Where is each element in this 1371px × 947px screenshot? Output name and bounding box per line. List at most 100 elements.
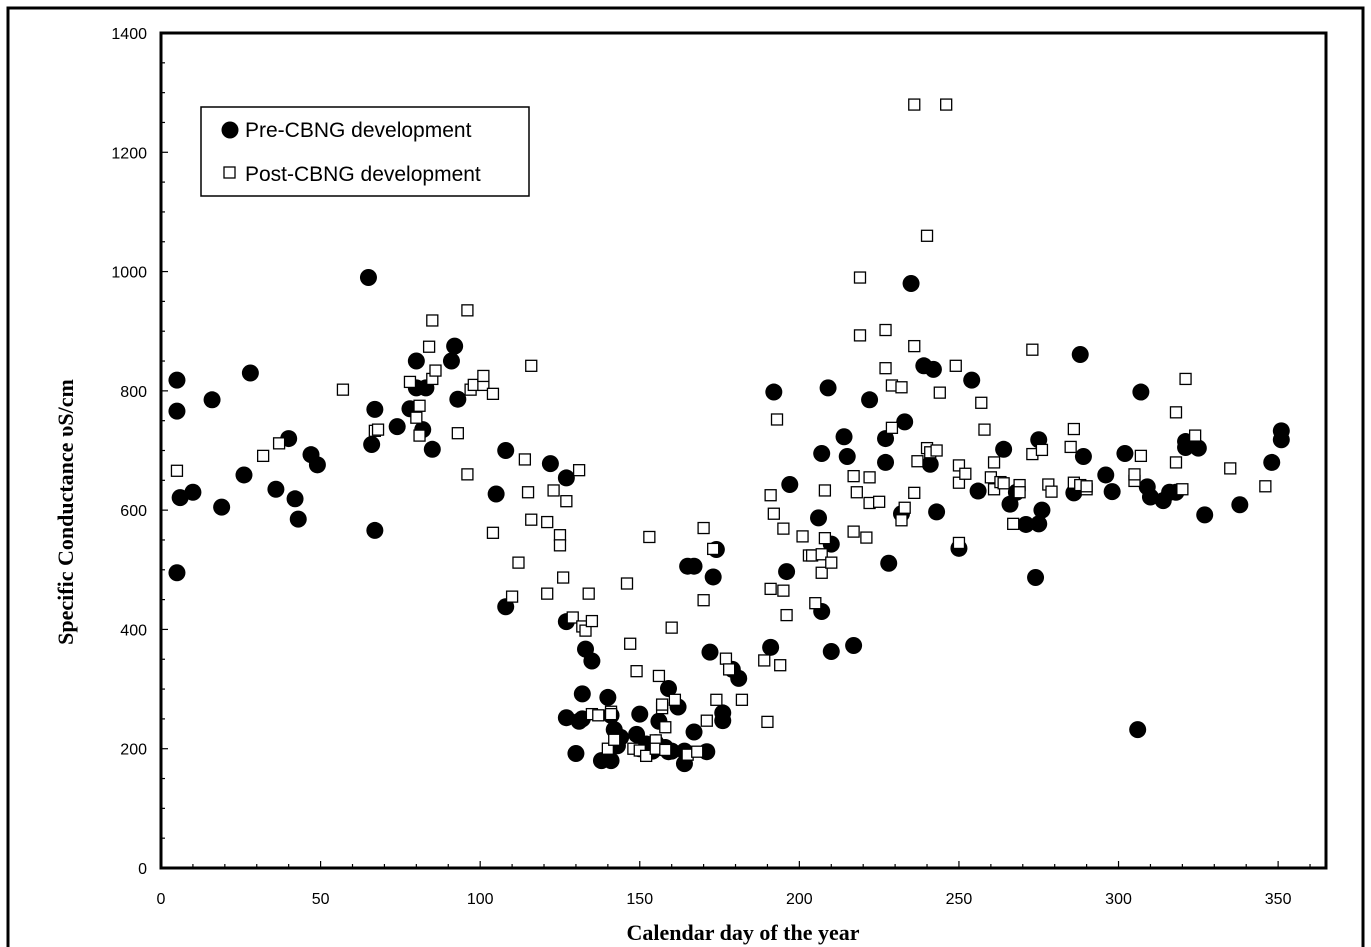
- data-point-post: [608, 733, 621, 746]
- data-point-pre: [1141, 488, 1159, 506]
- data-point-pre: [1177, 439, 1195, 457]
- data-point-post: [952, 536, 966, 550]
- data-point-post: [949, 359, 962, 372]
- series-pre-cbng: [168, 269, 1290, 773]
- data-point-post: [774, 659, 787, 672]
- data-point-pre: [928, 503, 946, 521]
- data-point-pre: [203, 391, 221, 409]
- data-point-pre: [762, 638, 780, 656]
- data-point-post: [885, 421, 899, 434]
- data-point-post: [764, 582, 777, 596]
- data-point-pre: [924, 360, 942, 378]
- data-point-pre: [921, 455, 939, 473]
- y-tick-label: 1400: [111, 26, 147, 43]
- data-point-post: [952, 459, 966, 472]
- data-point-pre: [813, 444, 831, 462]
- x-tick-label: 350: [1265, 891, 1292, 908]
- data-point-post: [1259, 480, 1272, 493]
- data-point-pre: [557, 469, 575, 487]
- data-point-post: [825, 556, 838, 569]
- data-point-post: [1188, 429, 1202, 442]
- data-point-post: [920, 229, 934, 242]
- data-point-post: [413, 429, 426, 442]
- data-point-pre: [388, 418, 406, 436]
- data-point-pre: [1132, 383, 1150, 401]
- data-point-pre: [781, 475, 799, 493]
- data-point-post: [624, 637, 637, 650]
- data-point-pre: [1189, 439, 1207, 457]
- data-point-post: [512, 556, 525, 569]
- y-tick-label: 1200: [111, 145, 147, 162]
- data-point-post: [707, 542, 720, 556]
- x-tick-label: 250: [946, 891, 973, 908]
- data-point-post: [847, 469, 860, 483]
- data-point-post: [541, 587, 554, 600]
- x-tick-label: 100: [467, 891, 494, 908]
- data-point-post: [518, 453, 532, 466]
- data-point-pre: [171, 489, 189, 507]
- data-point-pre: [1231, 496, 1249, 514]
- data-point-post: [272, 437, 286, 450]
- data-point-post: [940, 98, 953, 111]
- data-point-post: [710, 693, 723, 706]
- data-point-post: [525, 359, 538, 372]
- legend-label-pre: Pre-CBNG development: [245, 119, 472, 142]
- data-point-post: [879, 323, 892, 337]
- data-point-pre: [599, 688, 617, 706]
- data-point-pre: [838, 447, 856, 465]
- figure-border: [6, 6, 1365, 947]
- data-point-pre: [168, 564, 186, 582]
- legend-marker-pre: [221, 121, 239, 139]
- data-point-post: [486, 526, 500, 539]
- data-point-post: [547, 484, 560, 497]
- data-point-post: [659, 743, 672, 757]
- data-point-post: [697, 521, 710, 535]
- legend-box: [200, 106, 530, 197]
- x-tick-label: 50: [312, 891, 330, 908]
- data-point-post: [959, 467, 972, 480]
- data-point-post: [1128, 468, 1141, 481]
- data-point-post: [422, 340, 436, 353]
- data-point-pre: [1129, 721, 1147, 739]
- y-tick-label: 200: [120, 742, 147, 759]
- data-point-pre: [184, 483, 202, 501]
- data-point-post: [601, 742, 614, 755]
- data-point-pre: [659, 679, 677, 697]
- data-point-pre: [363, 436, 381, 454]
- data-point-pre: [685, 723, 703, 741]
- data-point-post: [336, 383, 350, 396]
- x-tick-label: 150: [626, 891, 653, 908]
- x-axis-title: Calendar day of the year: [626, 920, 859, 945]
- data-point-post: [1035, 443, 1049, 457]
- data-point-post: [847, 525, 860, 538]
- data-point-pre: [286, 490, 304, 508]
- data-point-pre: [1071, 345, 1089, 363]
- legend-label-post: Post-CBNG development: [245, 163, 481, 186]
- data-point-pre: [487, 485, 505, 503]
- data-point-pre: [583, 652, 601, 670]
- data-point-post: [895, 381, 908, 394]
- data-point-post: [879, 362, 892, 375]
- data-point-post: [1007, 517, 1020, 531]
- data-point-post: [521, 486, 535, 499]
- data-point-pre: [877, 430, 895, 448]
- data-point-post: [585, 614, 599, 628]
- tick-labels: 0 50 100 150 200 250 300 350 0 200 400 600 800 1000 12…: [111, 26, 1291, 908]
- data-point-pre: [1074, 447, 1092, 465]
- data-point-pre: [235, 466, 253, 484]
- data-point-post: [566, 611, 579, 624]
- data-point-post: [767, 507, 780, 520]
- data-point-post: [1080, 480, 1093, 493]
- data-point-post: [908, 98, 921, 111]
- data-point-post: [461, 468, 474, 481]
- data-point-post: [770, 413, 784, 426]
- data-point-post: [1067, 422, 1080, 436]
- data-point-post: [853, 329, 867, 342]
- data-point-post: [477, 369, 490, 383]
- data-point-post: [426, 314, 439, 327]
- data-point-pre: [778, 563, 796, 581]
- data-point-post: [1045, 485, 1058, 498]
- data-point-post: [413, 399, 426, 412]
- data-point-post: [655, 698, 669, 711]
- data-point-pre: [1116, 444, 1134, 462]
